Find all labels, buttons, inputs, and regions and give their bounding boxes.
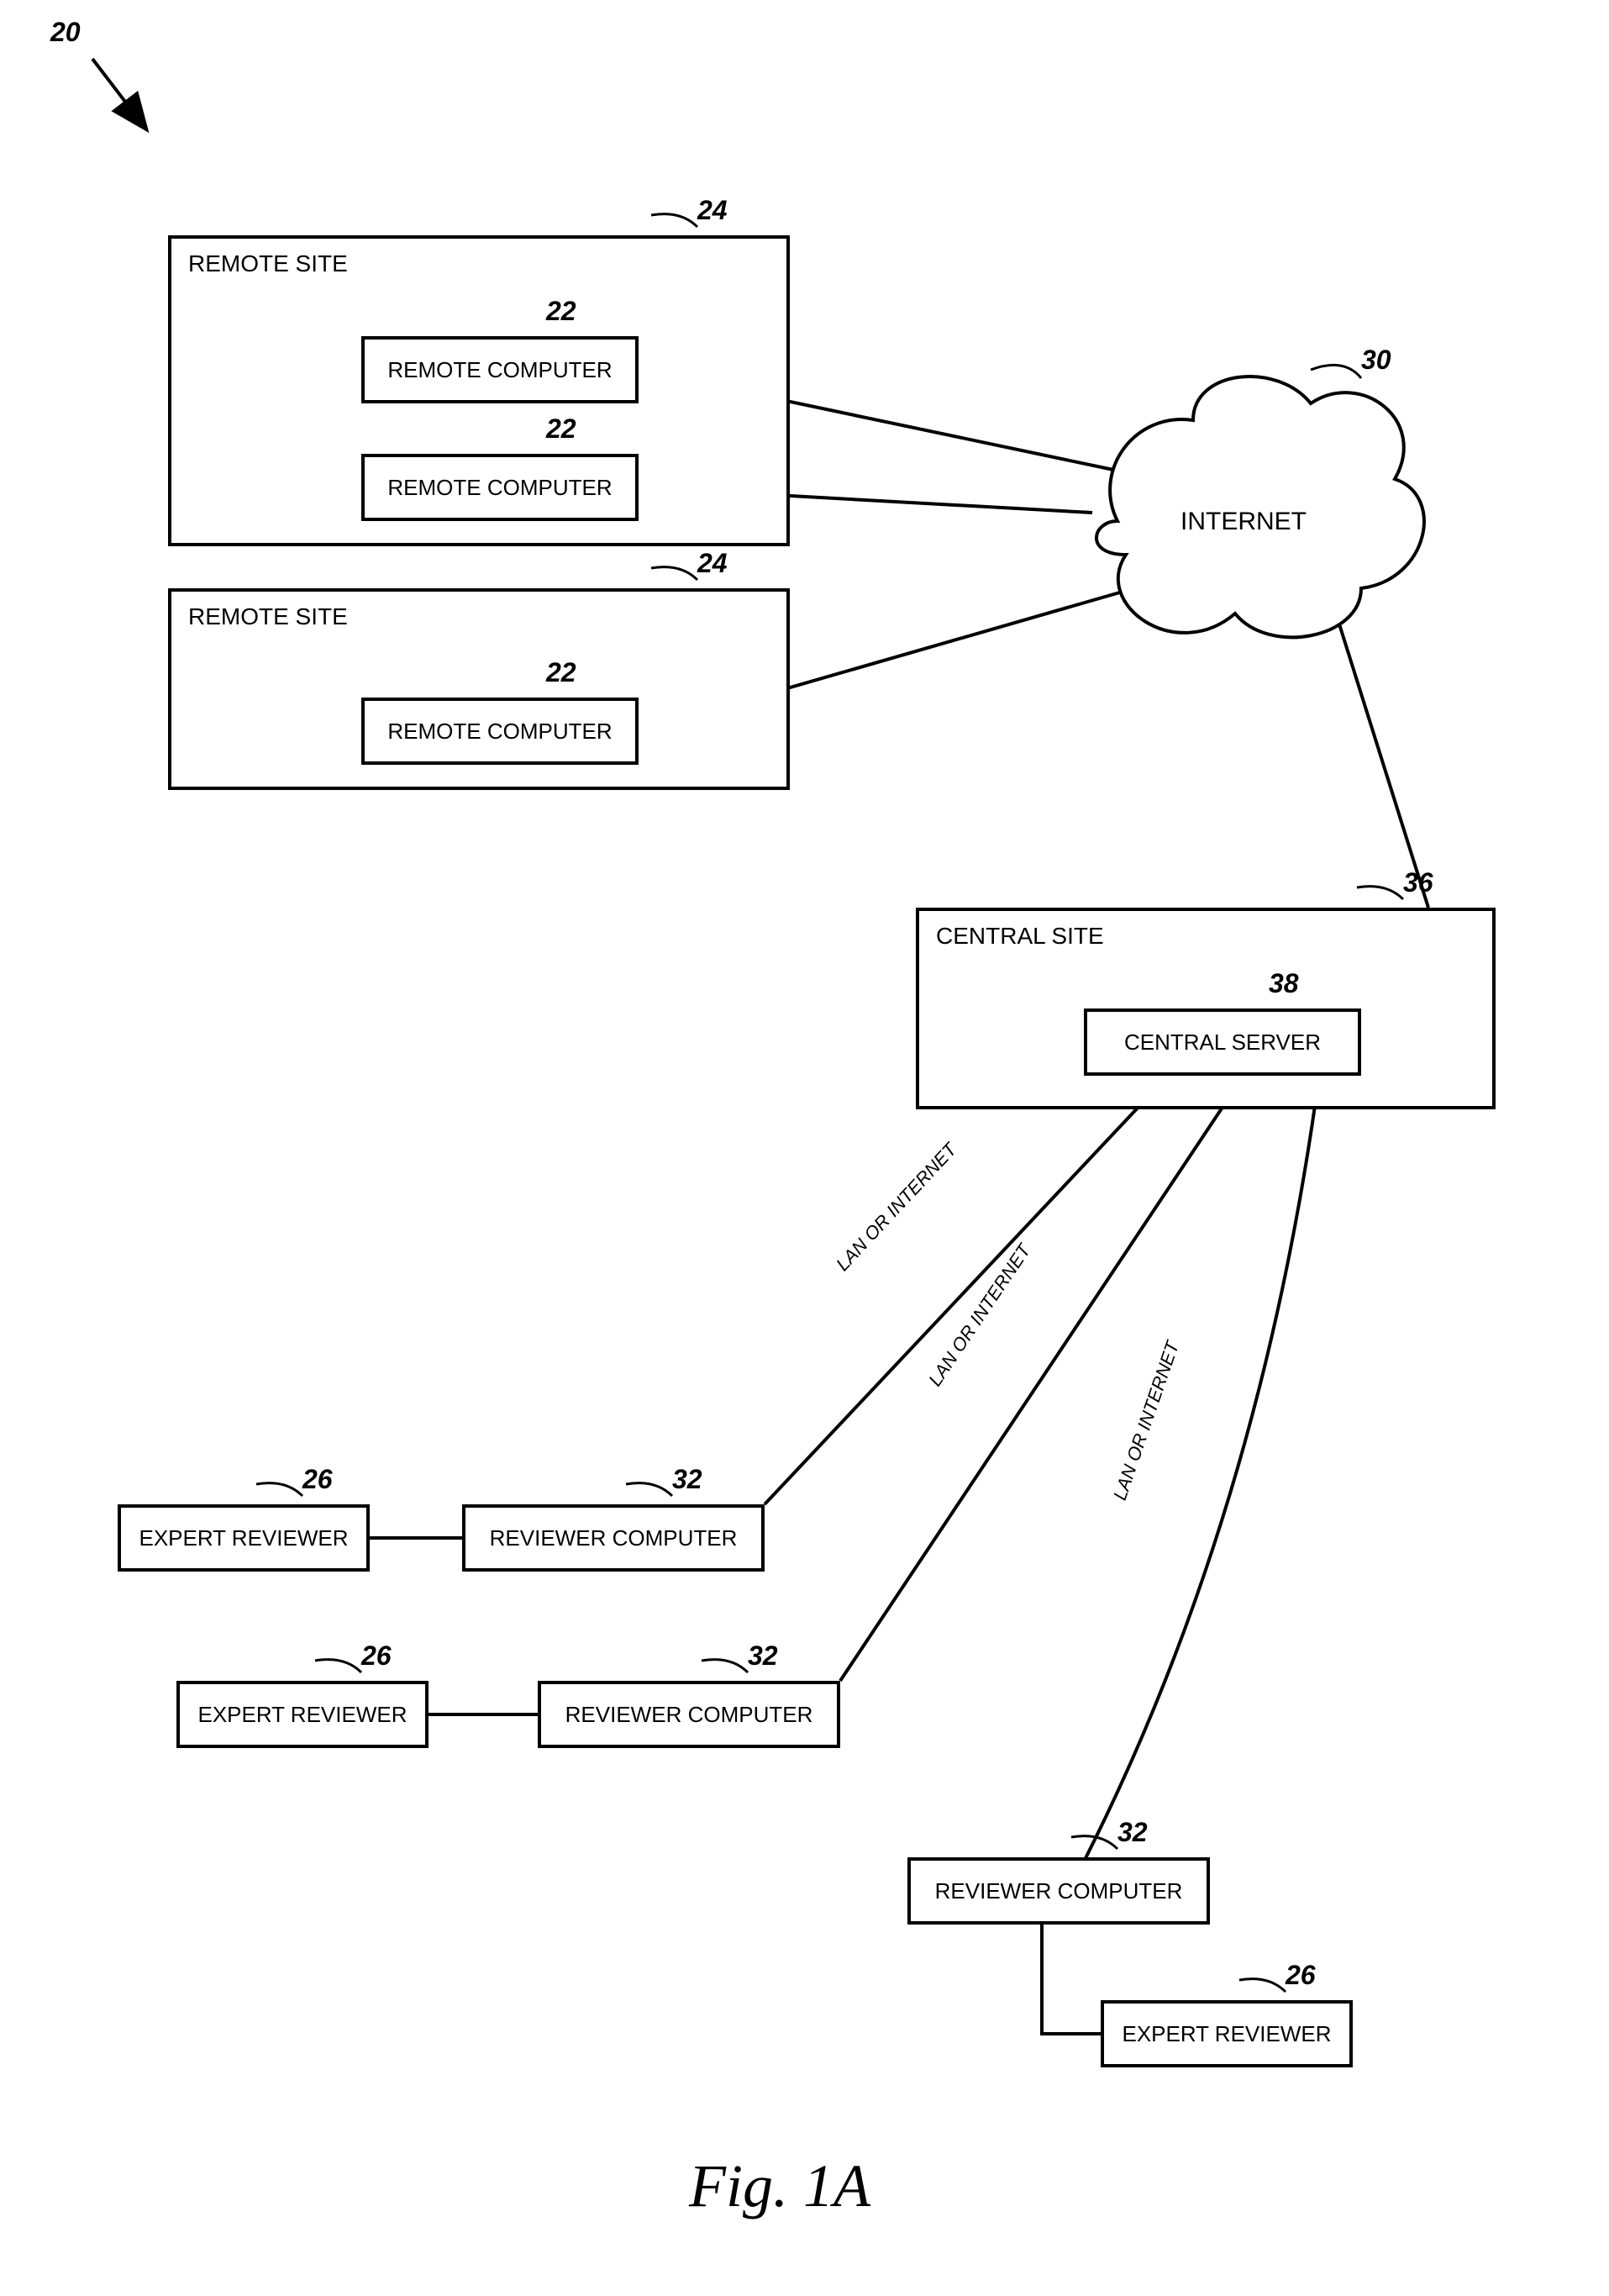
remote-computer-1a-label: REMOTE COMPUTER [387,357,612,383]
remote-computer-1a: REMOTE COMPUTER [361,336,639,403]
internet-cloud-label: INTERNET [1180,508,1307,535]
central-server: CENTRAL SERVER [1084,1008,1361,1076]
ref-curve-32c [1071,1836,1117,1849]
edge-internet-central [1336,613,1428,908]
expert-reviewer-2: EXPERT REVIEWER [176,1681,429,1748]
central-site-label: CENTRAL SITE [936,923,1104,950]
ref-arrow [92,59,147,130]
remote-computer-2-label: REMOTE COMPUTER [387,719,612,745]
ref-curve-32b [702,1660,748,1672]
edge-central-rvc2 [840,1076,1244,1681]
reviewer-computer-3: REVIEWER COMPUTER [907,1857,1210,1925]
internet-cloud [1096,377,1424,637]
remote-site-1-ref: 24 [697,195,728,226]
central-site-ref: 36 [1403,867,1433,898]
reviewer-computer-3-ref: 32 [1117,1817,1148,1848]
overall-ref: 20 [50,17,81,48]
expert-reviewer-1-ref: 26 [302,1464,333,1495]
remote-computer-1b: REMOTE COMPUTER [361,454,639,521]
reviewer-computer-3-label: REVIEWER COMPUTER [935,1878,1183,1904]
remote-computer-2-ref: 22 [546,657,576,688]
edge-label-2: LAN OR INTERNET [924,1240,1035,1391]
remote-computer-1a-ref: 22 [546,296,576,327]
ref-curve-30 [1311,365,1361,378]
remote-computer-1b-ref: 22 [546,413,576,445]
ref-curve-26a [256,1483,302,1496]
reviewer-computer-2-label: REVIEWER COMPUTER [565,1702,813,1728]
reviewer-computer-1-ref: 32 [672,1464,702,1495]
expert-reviewer-2-ref: 26 [361,1640,392,1672]
edge-central-rvc1 [765,1076,1168,1504]
internet-ref: 30 [1361,345,1391,376]
figure-title: Fig. 1A [689,2151,870,2221]
expert-reviewer-3-label: EXPERT REVIEWER [1123,2021,1332,2047]
remote-computer-2: REMOTE COMPUTER [361,698,639,765]
remote-site-2-label: REMOTE SITE [188,603,348,630]
ref-curve-24a [651,214,697,227]
expert-reviewer-1: EXPERT REVIEWER [118,1504,370,1572]
expert-reviewer-2-label: EXPERT REVIEWER [198,1702,408,1728]
edge-label-3: LAN OR INTERNET [1109,1339,1184,1503]
remote-site-1-label: REMOTE SITE [188,250,348,277]
ref-curve-26c [1239,1979,1286,1992]
remote-site-2-ref: 24 [697,548,728,579]
expert-reviewer-3-ref: 26 [1286,1960,1316,1991]
central-server-ref: 38 [1269,968,1299,999]
reviewer-computer-2: REVIEWER COMPUTER [538,1681,840,1748]
ref-curve-24b [651,567,697,580]
ref-curve-36 [1357,887,1403,899]
reviewer-computer-1: REVIEWER COMPUTER [462,1504,765,1572]
remote-computer-1b-label: REMOTE COMPUTER [387,475,612,501]
ref-curve-32a [626,1483,672,1496]
expert-reviewer-3: EXPERT REVIEWER [1101,2000,1353,2067]
expert-reviewer-1-label: EXPERT REVIEWER [139,1525,349,1551]
reviewer-computer-2-ref: 32 [748,1640,778,1672]
ref-curve-26b [315,1660,361,1672]
reviewer-computer-1-label: REVIEWER COMPUTER [490,1525,738,1551]
edge-rvc3-er3 [1042,1925,1101,2034]
central-server-label: CENTRAL SERVER [1124,1030,1321,1056]
edge-label-1: LAN OR INTERNET [832,1139,961,1276]
